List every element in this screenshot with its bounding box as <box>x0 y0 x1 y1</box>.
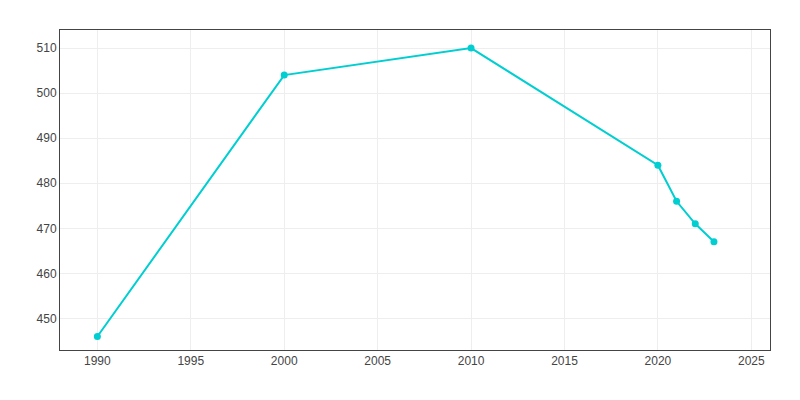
svg-text:510: 510 <box>37 41 57 55</box>
svg-text:450: 450 <box>37 312 57 326</box>
svg-text:2020: 2020 <box>645 354 672 368</box>
svg-text:480: 480 <box>37 176 57 190</box>
svg-text:2015: 2015 <box>551 354 578 368</box>
svg-text:2000: 2000 <box>271 354 298 368</box>
svg-text:2010: 2010 <box>458 354 485 368</box>
svg-text:2025: 2025 <box>738 354 765 368</box>
svg-text:1995: 1995 <box>177 354 204 368</box>
svg-text:490: 490 <box>37 131 57 145</box>
svg-text:1990: 1990 <box>84 354 111 368</box>
svg-text:2005: 2005 <box>364 354 391 368</box>
svg-text:470: 470 <box>37 222 57 236</box>
svg-text:460: 460 <box>37 267 57 281</box>
svg-text:500: 500 <box>37 86 57 100</box>
